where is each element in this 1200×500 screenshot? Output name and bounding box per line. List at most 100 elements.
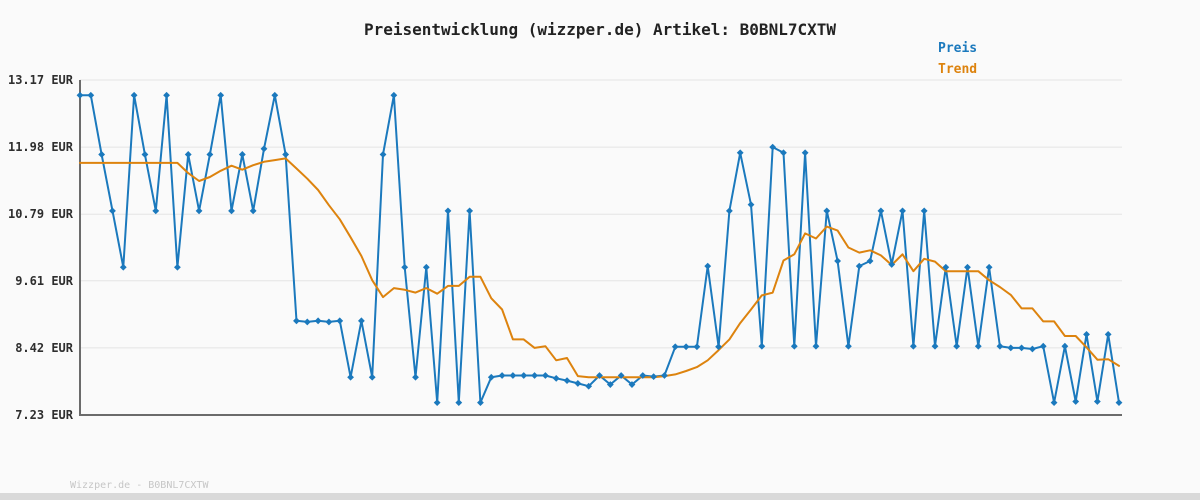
data-point-marker [931,342,939,350]
data-point-marker [780,149,787,157]
data-point-marker [1061,342,1069,350]
y-tick-label: 7.23 EUR [15,408,74,422]
data-point-marker [1050,399,1058,406]
data-point-marker [845,342,852,350]
data-point-marker [693,343,701,351]
data-point-marker [1104,330,1112,338]
legend-item-trend: Trend [938,62,978,77]
data-point-marker [1093,398,1101,405]
data-point-marker [477,399,484,406]
data-point-marker [1018,344,1025,352]
data-point-marker [130,91,138,99]
data-point-marker [98,151,106,158]
data-point-marker [141,151,149,158]
data-point-marker [228,207,235,215]
data-point-marker [953,342,961,350]
data-point-marker [985,263,993,271]
data-point-marker [293,317,300,325]
data-point-marker [163,91,170,99]
data-point-marker [357,317,365,325]
data-point-marker [174,263,181,271]
data-point-marker [206,151,214,158]
data-point-marker [563,377,571,384]
data-point-marker [888,261,896,268]
data-point-marker [682,343,690,351]
data-point-marker [531,372,538,379]
data-point-marker [487,373,495,381]
data-point-marker [899,207,906,215]
y-tick-label: 9.61 EUR [15,274,74,288]
data-point-marker [747,201,755,209]
legend-item-preis: Preis [938,41,978,56]
data-point-marker [379,151,387,158]
data-point-marker [866,257,874,265]
data-point-marker [303,318,311,326]
data-point-marker [964,263,971,271]
data-point-marker [347,373,354,381]
data-point-marker [541,372,549,379]
data-point-marker [109,207,116,215]
data-point-marker [834,257,842,265]
data-point-marker [152,207,160,215]
data-point-marker [195,207,203,215]
data-point-marker [974,342,982,350]
data-point-marker [466,207,474,215]
data-point-marker [661,372,668,379]
data-point-marker [271,91,279,99]
data-point-marker [76,91,84,99]
y-tick-label: 10.79 EUR [8,207,74,221]
data-point-marker [1029,345,1036,353]
data-point-marker [909,342,917,350]
data-point-marker [368,373,376,381]
chart-legend: Preis Trend [938,38,977,80]
data-point-marker [823,207,831,215]
data-point-marker [704,262,712,270]
data-point-marker [1083,330,1090,338]
data-point-marker [260,145,268,153]
data-point-marker [238,151,246,158]
axis-lines [79,80,1122,416]
data-point-marker [87,91,95,99]
data-point-marker [736,149,744,157]
data-point-marker [119,263,127,271]
data-point-marker [585,382,593,390]
footer-bar [0,493,1200,500]
data-point-marker [314,317,322,325]
series-line-preis [79,94,1120,404]
data-point-marker [217,91,225,99]
data-point-marker [184,151,192,158]
y-tick-label: 8.42 EUR [15,341,74,355]
data-point-marker [606,381,614,388]
data-point-marker [401,263,409,271]
data-point-marker [336,317,344,325]
data-point-marker [639,372,647,379]
data-point-marker [1072,398,1080,405]
data-point-marker [996,342,1004,350]
data-point-marker [671,343,679,351]
data-point-marker [422,263,430,271]
data-point-marker [758,342,766,350]
data-point-marker [725,207,733,215]
data-point-marker [801,149,809,157]
data-point-marker [920,207,928,215]
watermark: Wizzper.de - B0BNL7CXTW [70,480,209,491]
data-point-marker [444,207,452,215]
data-point-marker [249,207,257,215]
data-point-marker [520,372,528,379]
data-point-marker [282,151,290,158]
y-tick-label: 13.17 EUR [8,73,74,87]
data-point-marker [790,342,798,350]
data-point-marker [412,373,419,381]
data-point-marker [596,372,603,379]
data-point-marker [574,380,582,387]
data-point-marker [877,207,885,215]
data-point-marker [1039,342,1047,350]
data-point-marker [433,399,441,406]
data-point-marker [455,399,463,406]
data-point-marker [498,372,506,379]
data-point-marker [552,374,560,382]
data-point-marker [628,381,636,388]
data-point-marker [617,372,625,379]
